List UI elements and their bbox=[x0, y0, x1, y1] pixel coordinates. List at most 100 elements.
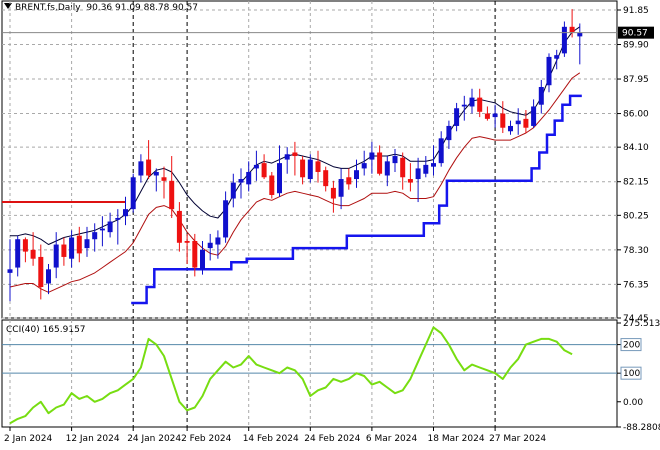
last-price-label: 90.57 bbox=[622, 29, 648, 39]
candle-body bbox=[238, 179, 244, 183]
time-tick-label: 2 Feb 2024 bbox=[181, 434, 232, 444]
candle-body bbox=[446, 125, 452, 141]
price-tick-label: 91.85 bbox=[623, 6, 649, 16]
cci-level-tag bbox=[620, 338, 642, 352]
candle-body bbox=[46, 269, 51, 284]
candle-body bbox=[176, 210, 182, 243]
candle-body bbox=[123, 209, 128, 217]
candle-body bbox=[107, 221, 113, 233]
cci-level-tag bbox=[620, 366, 642, 380]
candle-body bbox=[161, 177, 167, 181]
chart-header: BRENT.fs,Daily 90.36 91.09 88.78 90.57 bbox=[4, 3, 198, 13]
time-tick-label: 24 Feb 2024 bbox=[304, 434, 360, 444]
candle-body bbox=[484, 113, 490, 119]
symbol-label: BRENT.fs,Daily bbox=[15, 3, 81, 13]
cci-label: CCI(40) bbox=[6, 325, 40, 335]
candle-body bbox=[438, 138, 444, 164]
candle-body bbox=[269, 175, 275, 195]
candle-body bbox=[415, 168, 421, 180]
candle-body bbox=[338, 179, 344, 197]
candle-body bbox=[461, 104, 467, 107]
candle-body bbox=[84, 239, 90, 249]
candle-body bbox=[307, 159, 313, 180]
candle-body bbox=[99, 228, 105, 231]
candle-body bbox=[431, 163, 436, 167]
candle-body bbox=[284, 154, 290, 160]
cci-tick-label: 200 bbox=[623, 341, 640, 351]
price-tick-label: 86.00 bbox=[623, 110, 649, 120]
candle-body bbox=[215, 237, 221, 245]
candle-body bbox=[146, 159, 152, 176]
time-tick-label: 2 Jan 2024 bbox=[4, 434, 52, 444]
candle-body bbox=[22, 239, 28, 252]
candle-body bbox=[377, 152, 383, 174]
candle-body bbox=[354, 170, 359, 180]
time-tick-label: 24 Jan 2024 bbox=[127, 434, 181, 444]
candle-body bbox=[500, 113, 506, 128]
candle-body bbox=[400, 157, 406, 178]
cci-header: CCI(40) 165.9157 bbox=[6, 325, 86, 335]
candle-body bbox=[30, 249, 36, 259]
candle-body bbox=[523, 118, 529, 128]
candle-body bbox=[15, 239, 21, 268]
candle-body bbox=[61, 244, 67, 257]
candle-body bbox=[253, 164, 259, 169]
candle-body bbox=[207, 242, 213, 249]
candle-body bbox=[569, 26, 575, 33]
candle-body bbox=[454, 108, 460, 126]
candle-body bbox=[184, 241, 190, 243]
price-tick-label: 87.95 bbox=[623, 75, 649, 85]
candle-body bbox=[369, 152, 375, 160]
candle-body bbox=[192, 241, 198, 268]
upper-band-line bbox=[10, 26, 581, 245]
last-price-tag bbox=[618, 26, 654, 39]
candle-body bbox=[538, 87, 544, 105]
candle-body bbox=[130, 177, 136, 210]
candle-body bbox=[261, 163, 267, 178]
candle-body bbox=[292, 152, 298, 157]
candle-body bbox=[7, 269, 13, 273]
price-tick-label: 76.35 bbox=[623, 280, 649, 290]
candle-body bbox=[492, 113, 498, 118]
candle-body bbox=[115, 217, 121, 220]
candle-body bbox=[76, 235, 82, 254]
candle-body bbox=[477, 97, 483, 112]
cci-tick-label: 0.00 bbox=[623, 398, 643, 408]
candle-body bbox=[508, 125, 513, 132]
time-tick-label: 14 Feb 2024 bbox=[243, 434, 299, 444]
candle-body bbox=[361, 163, 367, 169]
candle-body bbox=[330, 187, 336, 199]
candle-body bbox=[577, 32, 583, 37]
candle-body bbox=[554, 55, 560, 59]
trailing-stop-up-line bbox=[131, 94, 582, 305]
candle-body bbox=[138, 161, 144, 176]
collapse-triangle-icon[interactable] bbox=[4, 3, 12, 9]
time-tick-label: 12 Jan 2024 bbox=[66, 434, 120, 444]
candle-body bbox=[407, 179, 413, 183]
cci-value: 165.9157 bbox=[42, 325, 86, 335]
candle-body bbox=[423, 164, 429, 174]
time-tick-label: 6 Mar 2024 bbox=[366, 434, 418, 444]
candle-body bbox=[384, 161, 390, 176]
candle-body bbox=[69, 237, 75, 259]
candle-body bbox=[392, 156, 398, 164]
candle-body bbox=[169, 180, 175, 210]
cci-tick-label: -88.2808 bbox=[623, 423, 660, 433]
price-tick-label: 89.90 bbox=[623, 41, 649, 51]
candle-body bbox=[515, 120, 521, 125]
lower-band-line bbox=[9, 72, 581, 293]
candle-body bbox=[323, 170, 329, 187]
price-tick-label: 82.15 bbox=[623, 178, 649, 188]
price-tick-label: 84.10 bbox=[623, 143, 649, 153]
cci-tick-label: 275.5131 bbox=[623, 319, 660, 329]
candle-body bbox=[315, 161, 321, 172]
candle-body bbox=[546, 56, 552, 86]
price-tick-label: 78.30 bbox=[623, 246, 649, 256]
cci-line bbox=[9, 326, 573, 425]
candle-body bbox=[469, 97, 475, 107]
cci-tick-label: 100 bbox=[623, 369, 640, 379]
price-tick-label: 80.25 bbox=[623, 211, 649, 221]
time-tick-label: 27 Mar 2024 bbox=[489, 434, 546, 444]
price-tick-label: 74.45 bbox=[623, 314, 649, 324]
